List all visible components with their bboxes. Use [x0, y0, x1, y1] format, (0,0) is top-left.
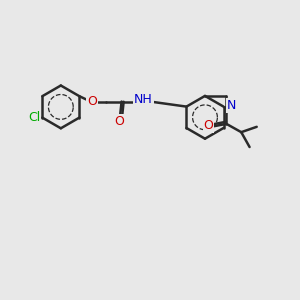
Text: O: O — [87, 95, 97, 108]
Text: O: O — [114, 115, 124, 128]
Text: O: O — [204, 118, 214, 131]
Text: Cl: Cl — [28, 111, 40, 124]
Text: NH: NH — [134, 93, 153, 106]
Text: N: N — [227, 99, 236, 112]
